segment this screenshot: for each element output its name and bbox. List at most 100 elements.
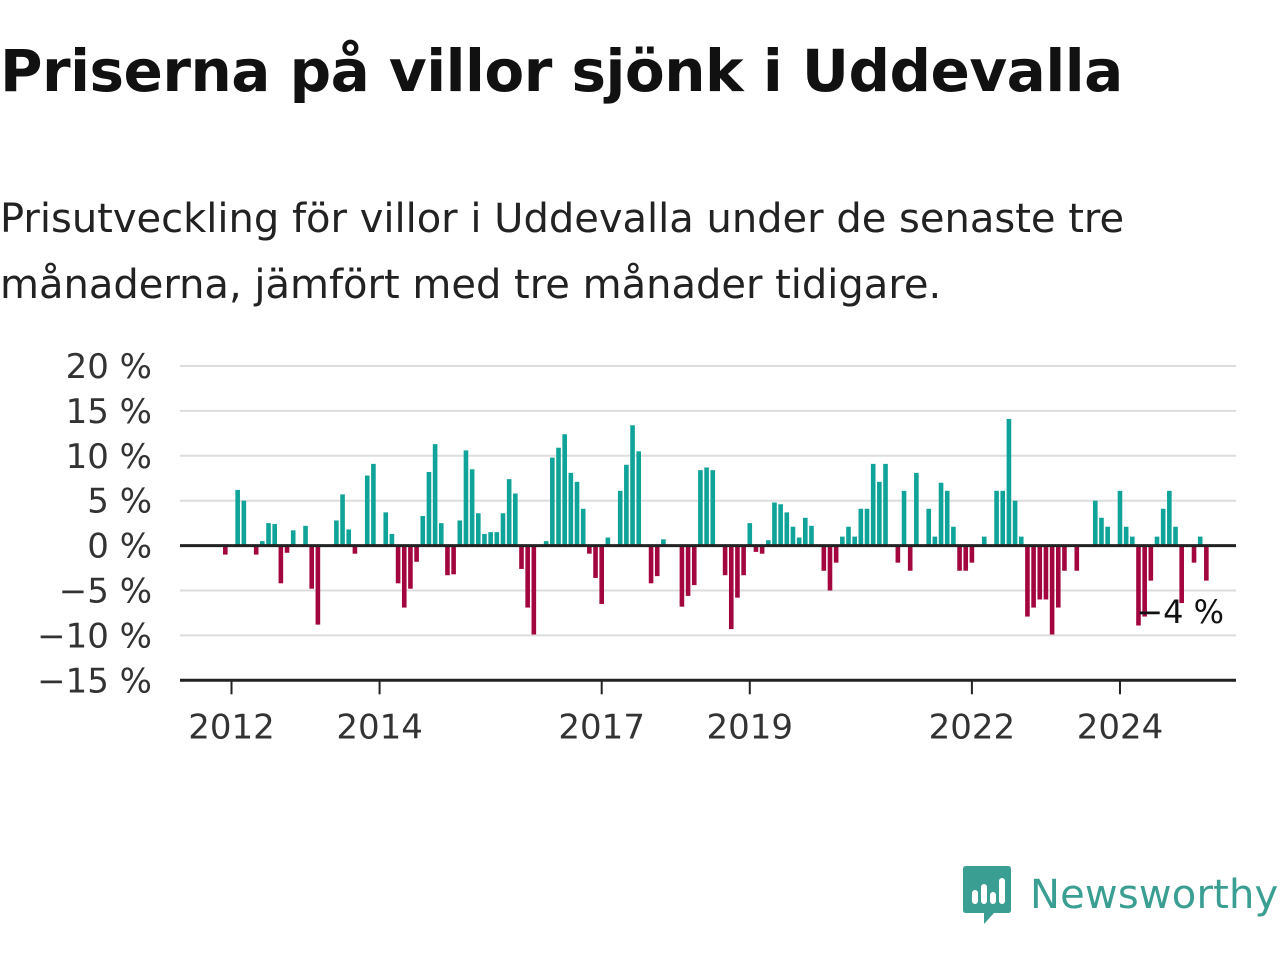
bar [346,529,352,546]
bar [1043,545,1049,600]
bar [451,545,456,575]
bar [469,469,475,546]
bar [543,541,549,546]
bar [778,504,783,546]
y-tick-label: −15 % [37,661,152,701]
last-value-label: −4 % [1136,593,1224,631]
x-tick-label: 2024 [1077,707,1164,747]
bar [562,434,567,546]
bar [852,536,857,546]
bar [1173,526,1178,546]
bar [661,539,666,546]
bar [981,536,987,546]
bar [710,470,716,546]
y-tick-label: 5 % [87,482,152,522]
bar [278,545,284,584]
bar [1037,545,1043,600]
bar [432,444,438,546]
bar [1204,545,1209,581]
x-axis-tick-labels: 2012 2014 2017 2019 2022 2024 [188,707,1163,747]
bar [685,545,691,596]
bar [414,545,419,562]
bar [691,545,697,586]
bar [334,520,339,546]
bar [926,508,932,546]
bar [833,545,839,563]
bar [519,545,524,569]
chart-title: Priserna på villor sjönk i Uddevalla [0,37,1123,105]
bar [482,533,487,546]
bar [1197,536,1203,546]
bar [1142,545,1147,617]
bar [506,479,512,546]
bar [932,536,938,546]
y-tick-label: 0 % [87,527,152,567]
bar [951,526,956,546]
x-tick-label: 2019 [707,707,794,747]
bar [617,490,623,546]
bar [1130,536,1135,546]
bar [722,545,728,576]
x-tick-label: 2022 [929,707,1016,747]
bar [352,545,358,554]
bar [1049,545,1055,635]
bar [883,463,888,546]
bar [944,490,950,546]
bar [408,545,413,589]
bar [914,472,919,546]
bar [556,447,561,546]
bar [525,545,530,608]
bar [1006,418,1012,546]
bar [494,532,500,546]
bar [1018,536,1024,546]
bar [531,545,537,635]
bar [636,451,642,546]
bar [704,467,709,546]
bar [901,490,907,546]
axes [180,544,1236,695]
bar [383,512,389,546]
bar [568,472,574,546]
bar [401,545,407,608]
x-tick-label: 2012 [188,707,275,747]
bar [574,481,580,546]
bar [840,536,845,546]
bar [741,545,746,576]
bar [266,523,271,546]
bar [648,545,654,584]
newsworthy-logo-text: Newsworthy [1030,872,1279,918]
bar [957,545,962,571]
bar [438,523,444,546]
bar [1148,545,1154,581]
bar [846,526,851,546]
bar [303,525,308,546]
bar [290,530,296,546]
bar [864,508,870,546]
bar [445,545,450,576]
bar [599,545,604,604]
bar [340,494,345,546]
bar [630,425,635,546]
bar [858,508,864,546]
bar [1179,545,1184,604]
bar [784,512,790,546]
bar [1154,536,1160,546]
bar [907,545,913,571]
bar [1160,508,1166,546]
y-tick-label: 20 % [66,347,152,387]
bar [371,463,376,546]
bar [895,545,901,563]
bar [1031,545,1036,608]
bar [809,525,814,546]
bar [364,475,370,546]
bar [796,537,802,546]
bars [223,418,1209,635]
bar [272,524,277,546]
bar [253,545,259,555]
bar [389,533,395,546]
bar [772,502,777,546]
bar [260,541,265,546]
bar [235,489,240,546]
bar [759,545,765,554]
bar [1055,545,1061,608]
